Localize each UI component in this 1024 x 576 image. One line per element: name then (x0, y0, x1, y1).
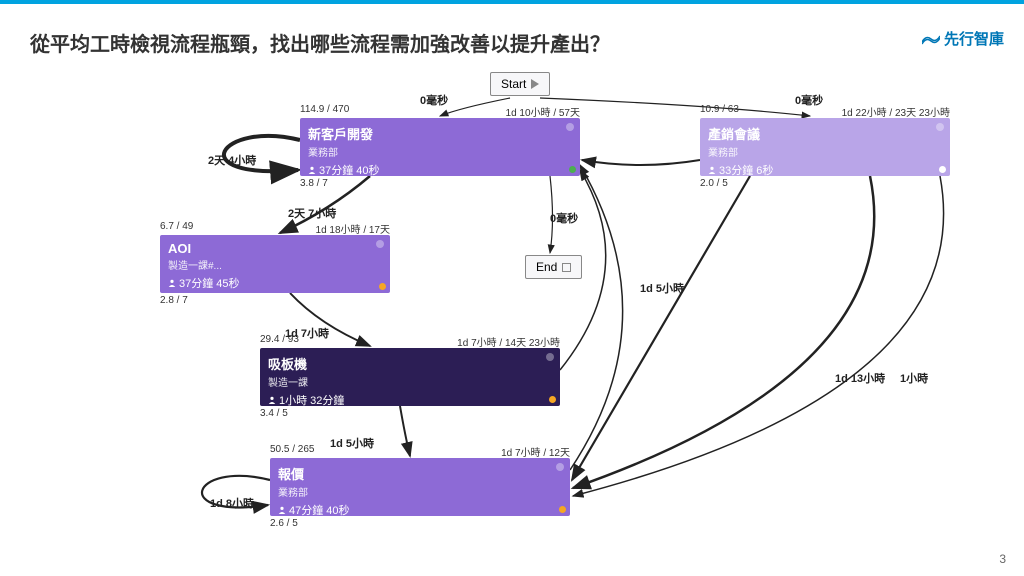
node-title: 產銷會議 (708, 124, 942, 143)
node-n2-top-left-annot: 10.9 / 63 (700, 104, 739, 115)
edge-label-e_n1_self: 2天 4小時 (208, 152, 256, 168)
node-n1-top-left-annot: 114.9 / 470 (300, 104, 349, 115)
status-dot-icon (559, 506, 566, 513)
edge-label-e_n4_n5: 1d 5小時 (330, 435, 374, 451)
gear-icon[interactable] (936, 123, 944, 131)
gear-icon[interactable] (546, 353, 554, 361)
node-subtitle: 業務部 (308, 144, 572, 159)
node-n3-top-right-annot: 1d 18小時 / 17天 (270, 221, 390, 236)
start-node[interactable]: Start (490, 72, 550, 96)
gear-icon[interactable] (556, 463, 564, 471)
node-n5-top-left-annot: 50.5 / 265 (270, 444, 314, 455)
process-node-n4[interactable]: 吸板機製造一課 1小時 32分鐘 (260, 348, 560, 406)
edge-label-e_n5_self: 1d 8小時 (210, 495, 254, 511)
stop-icon (562, 263, 571, 272)
node-n4-top-right-annot: 1d 7小時 / 14天 23小時 (440, 334, 560, 349)
node-subtitle: 業務部 (708, 144, 942, 159)
status-dot-icon (569, 166, 576, 173)
edge-label-e_n3_n4: 1d 7小時 (285, 325, 329, 341)
edge-label-e_start_n1: 0毫秒 (420, 92, 448, 108)
brand-logo: 先行智庫 (922, 28, 1004, 49)
node-subtitle: 製造一課 (268, 374, 552, 389)
end-label: End (536, 260, 557, 274)
node-n1-top-right-annot: 1d 10小時 / 57天 (460, 104, 580, 119)
status-dot-icon (379, 283, 386, 290)
edge-label-e_start_n2: 0毫秒 (795, 92, 823, 108)
edge-label-e_n2_n5b: 1d 13小時 (835, 370, 885, 386)
node-title: AOI (168, 241, 382, 256)
node-n2-bottom-left-annot: 2.0 / 5 (700, 178, 728, 189)
node-n2-top-right-annot: 1d 22小時 / 23天 23小時 (830, 104, 950, 119)
node-n5-bottom-left-annot: 2.6 / 5 (270, 518, 298, 529)
node-duration: 33分鐘 6秒 (708, 162, 942, 178)
node-n4-bottom-left-annot: 3.4 / 5 (260, 408, 288, 419)
node-n3-top-left-annot: 6.7 / 49 (160, 221, 193, 232)
node-n5-top-right-annot: 1d 7小時 / 12天 (450, 444, 570, 459)
process-node-n1[interactable]: 新客戶開發業務部 37分鐘 40秒 (300, 118, 580, 176)
page-title: 從平均工時檢視流程瓶頸，找出哪些流程需加強改善以提升產出？ (30, 28, 610, 57)
start-label: Start (501, 77, 526, 91)
flow-canvas: Start End 新客戶開發業務部37分鐘 40秒114.9 / 4701d … (110, 70, 970, 550)
brand-wave-icon (922, 33, 940, 45)
edge-label-e_n1_end: 0毫秒 (550, 210, 578, 226)
process-node-n5[interactable]: 報價業務部 47分鐘 40秒 (270, 458, 570, 516)
play-icon (531, 79, 539, 89)
brand-text: 先行智庫 (944, 28, 1004, 49)
node-subtitle: 業務部 (278, 484, 562, 499)
person-icon (268, 396, 276, 404)
page-number: 3 (999, 552, 1006, 566)
node-duration: 47分鐘 40秒 (278, 502, 562, 518)
node-title: 新客戶開發 (308, 124, 572, 143)
person-icon (308, 166, 316, 174)
process-node-n2[interactable]: 產銷會議業務部 33分鐘 6秒 (700, 118, 950, 176)
gear-icon[interactable] (376, 240, 384, 248)
process-node-n3[interactable]: AOI製造一課#... 37分鐘 45秒 (160, 235, 390, 293)
node-duration: 1小時 32分鐘 (268, 392, 552, 408)
node-n3-bottom-left-annot: 2.8 / 7 (160, 295, 188, 306)
node-title: 報價 (278, 464, 562, 483)
status-dot-icon (549, 396, 556, 403)
node-n1-bottom-left-annot: 3.8 / 7 (300, 178, 328, 189)
node-duration: 37分鐘 45秒 (168, 275, 382, 291)
end-node[interactable]: End (525, 255, 582, 279)
top-accent-bar (0, 0, 1024, 4)
status-dot-icon (939, 166, 946, 173)
person-icon (278, 506, 286, 514)
gear-icon[interactable] (566, 123, 574, 131)
node-title: 吸板機 (268, 354, 552, 373)
person-icon (168, 279, 176, 287)
edge-label-e_n2_n5a: 1d 5小時 (640, 280, 684, 296)
node-duration: 37分鐘 40秒 (308, 162, 572, 178)
edge-label-e_n2_n5c: 1小時 (900, 370, 928, 386)
edge-label-e_n1_n3: 2天 7小時 (288, 205, 336, 221)
person-icon (708, 166, 716, 174)
node-subtitle: 製造一課#... (168, 257, 382, 272)
